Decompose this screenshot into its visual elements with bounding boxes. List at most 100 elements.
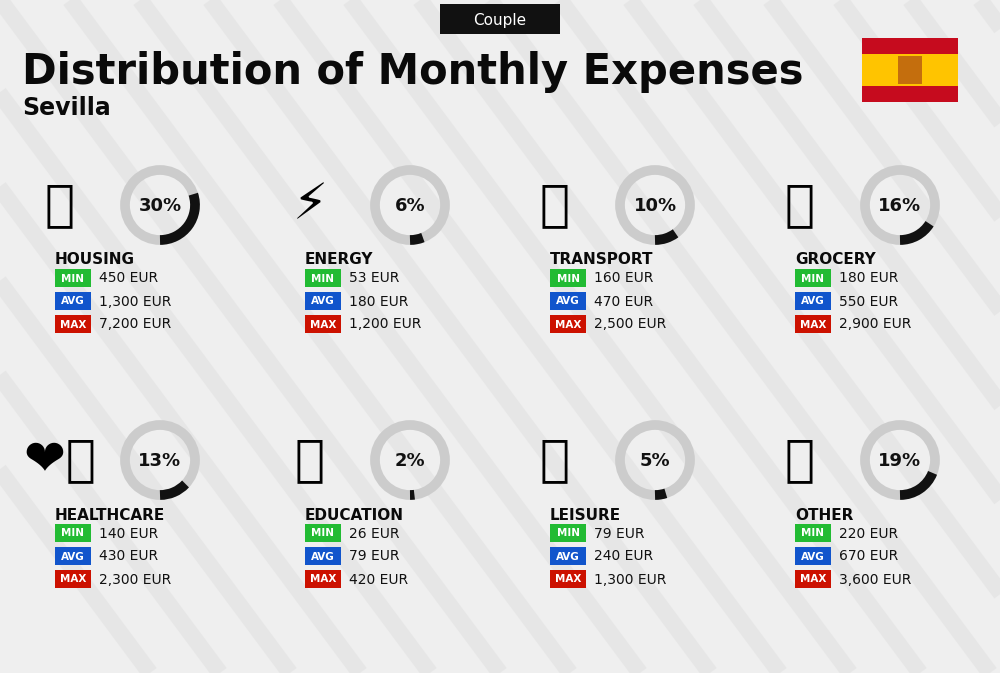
- Text: 53 EUR: 53 EUR: [349, 271, 399, 285]
- Text: 5%: 5%: [640, 452, 670, 470]
- Text: 👛: 👛: [785, 436, 815, 484]
- Text: 79 EUR: 79 EUR: [349, 549, 400, 563]
- Text: MAX: MAX: [60, 320, 86, 330]
- Text: 1,200 EUR: 1,200 EUR: [349, 318, 421, 332]
- Text: MIN: MIN: [62, 528, 84, 538]
- Text: MAX: MAX: [800, 320, 826, 330]
- FancyBboxPatch shape: [795, 524, 831, 542]
- Text: 🏢: 🏢: [45, 181, 75, 229]
- Text: ENERGY: ENERGY: [305, 252, 374, 267]
- FancyBboxPatch shape: [550, 292, 586, 310]
- Text: 19%: 19%: [878, 452, 922, 470]
- Text: HOUSING: HOUSING: [55, 252, 135, 267]
- FancyBboxPatch shape: [550, 315, 586, 333]
- Text: MAX: MAX: [800, 575, 826, 584]
- Text: MAX: MAX: [310, 320, 336, 330]
- Text: TRANSPORT: TRANSPORT: [550, 252, 654, 267]
- Text: Sevilla: Sevilla: [22, 96, 111, 120]
- FancyBboxPatch shape: [305, 269, 341, 287]
- Text: Couple: Couple: [473, 13, 527, 28]
- Text: 220 EUR: 220 EUR: [839, 526, 898, 540]
- Text: HEALTHCARE: HEALTHCARE: [55, 507, 165, 522]
- FancyBboxPatch shape: [862, 38, 958, 54]
- Text: MIN: MIN: [312, 528, 334, 538]
- Text: MIN: MIN: [802, 273, 824, 283]
- FancyBboxPatch shape: [795, 292, 831, 310]
- FancyBboxPatch shape: [795, 570, 831, 588]
- FancyBboxPatch shape: [795, 547, 831, 565]
- Text: 430 EUR: 430 EUR: [99, 549, 158, 563]
- FancyBboxPatch shape: [550, 524, 586, 542]
- Text: 3,600 EUR: 3,600 EUR: [839, 573, 911, 586]
- Text: 2%: 2%: [395, 452, 425, 470]
- Text: 420 EUR: 420 EUR: [349, 573, 408, 586]
- Text: MAX: MAX: [310, 575, 336, 584]
- Text: 🎓: 🎓: [295, 436, 325, 484]
- Text: MIN: MIN: [62, 273, 84, 283]
- Text: MAX: MAX: [555, 575, 581, 584]
- Text: 450 EUR: 450 EUR: [99, 271, 158, 285]
- Text: AVG: AVG: [311, 551, 335, 561]
- FancyBboxPatch shape: [55, 547, 91, 565]
- FancyBboxPatch shape: [862, 54, 958, 86]
- FancyBboxPatch shape: [305, 547, 341, 565]
- Text: AVG: AVG: [801, 551, 825, 561]
- Text: 160 EUR: 160 EUR: [594, 271, 653, 285]
- Text: 30%: 30%: [138, 197, 182, 215]
- Text: Distribution of Monthly Expenses: Distribution of Monthly Expenses: [22, 51, 804, 93]
- Text: 180 EUR: 180 EUR: [349, 295, 408, 308]
- Text: MIN: MIN: [312, 273, 334, 283]
- FancyBboxPatch shape: [795, 315, 831, 333]
- Text: AVG: AVG: [801, 297, 825, 306]
- Text: GROCERY: GROCERY: [795, 252, 876, 267]
- FancyBboxPatch shape: [55, 292, 91, 310]
- FancyBboxPatch shape: [862, 86, 958, 102]
- Text: 140 EUR: 140 EUR: [99, 526, 158, 540]
- Text: AVG: AVG: [556, 297, 580, 306]
- FancyBboxPatch shape: [550, 269, 586, 287]
- Text: 13%: 13%: [138, 452, 182, 470]
- Text: AVG: AVG: [61, 297, 85, 306]
- FancyBboxPatch shape: [305, 524, 341, 542]
- Text: EDUCATION: EDUCATION: [305, 507, 404, 522]
- FancyBboxPatch shape: [550, 570, 586, 588]
- Text: MAX: MAX: [555, 320, 581, 330]
- Text: MAX: MAX: [60, 575, 86, 584]
- Text: 470 EUR: 470 EUR: [594, 295, 653, 308]
- Text: 180 EUR: 180 EUR: [839, 271, 898, 285]
- FancyBboxPatch shape: [898, 56, 922, 84]
- Text: 670 EUR: 670 EUR: [839, 549, 898, 563]
- Text: 6%: 6%: [395, 197, 425, 215]
- Text: AVG: AVG: [61, 551, 85, 561]
- FancyBboxPatch shape: [305, 315, 341, 333]
- FancyBboxPatch shape: [550, 547, 586, 565]
- Text: OTHER: OTHER: [795, 507, 853, 522]
- Text: ⚡: ⚡: [292, 181, 328, 229]
- Text: 🛍️: 🛍️: [540, 436, 570, 484]
- Text: 550 EUR: 550 EUR: [839, 295, 898, 308]
- Text: 2,900 EUR: 2,900 EUR: [839, 318, 911, 332]
- Text: MIN: MIN: [802, 528, 824, 538]
- Text: 1,300 EUR: 1,300 EUR: [99, 295, 171, 308]
- Text: 240 EUR: 240 EUR: [594, 549, 653, 563]
- FancyBboxPatch shape: [55, 524, 91, 542]
- Text: 2,500 EUR: 2,500 EUR: [594, 318, 666, 332]
- Text: 79 EUR: 79 EUR: [594, 526, 644, 540]
- FancyBboxPatch shape: [305, 570, 341, 588]
- Text: 10%: 10%: [633, 197, 677, 215]
- Text: ❤️‍🩹: ❤️‍🩹: [24, 436, 96, 484]
- Text: AVG: AVG: [311, 297, 335, 306]
- FancyBboxPatch shape: [55, 315, 91, 333]
- FancyBboxPatch shape: [440, 4, 560, 34]
- FancyBboxPatch shape: [305, 292, 341, 310]
- Text: 7,200 EUR: 7,200 EUR: [99, 318, 171, 332]
- Text: 2,300 EUR: 2,300 EUR: [99, 573, 171, 586]
- FancyBboxPatch shape: [55, 570, 91, 588]
- Text: 26 EUR: 26 EUR: [349, 526, 400, 540]
- Text: 🚌: 🚌: [540, 181, 570, 229]
- FancyBboxPatch shape: [795, 269, 831, 287]
- Text: MIN: MIN: [556, 528, 580, 538]
- Text: AVG: AVG: [556, 551, 580, 561]
- Text: MIN: MIN: [556, 273, 580, 283]
- Text: 1,300 EUR: 1,300 EUR: [594, 573, 666, 586]
